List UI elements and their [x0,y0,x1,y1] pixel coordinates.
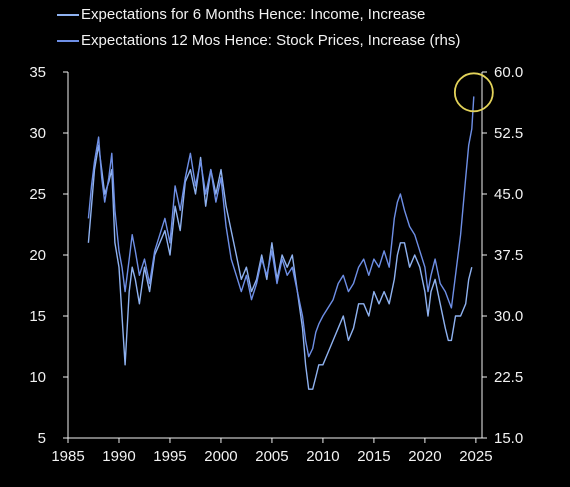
x-tick-label: 2010 [306,448,339,465]
y-left-tick-label: 35 [29,64,46,81]
y-left-tick-label: 20 [29,247,46,264]
legend-swatch-income [57,14,79,16]
y-left-tick-label: 10 [29,369,46,386]
series-line-income [87,144,473,390]
x-tick-label: 2005 [255,448,288,465]
axes: 510152025303515.022.530.037.545.052.560.… [29,64,523,465]
legend: Expectations for 6 Months Hence: Income,… [57,2,460,54]
legend-item-stock-prices: Expectations 12 Mos Hence: Stock Prices,… [57,28,460,54]
y-left-tick-label: 15 [29,308,46,325]
y-right-tick-label: 22.5 [494,369,523,386]
legend-label-income: Expectations for 6 Months Hence: Income,… [81,6,426,23]
y-right-tick-label: 30.0 [494,308,523,325]
x-tick-label: 2025 [459,448,492,465]
y-right-tick-label: 60.0 [494,64,523,81]
x-tick-label: 1990 [102,448,135,465]
series-line-stock-prices [87,96,475,358]
y-left-tick-label: 30 [29,125,46,142]
x-tick-label: 1995 [153,448,186,465]
legend-label-stock-prices: Expectations 12 Mos Hence: Stock Prices,… [81,32,461,49]
series-layer [87,96,475,390]
x-tick-label: 2015 [357,448,390,465]
y-left-tick-label: 25 [29,186,46,203]
y-right-tick-label: 45.0 [494,186,523,203]
x-tick-label: 2020 [408,448,441,465]
y-right-tick-label: 37.5 [494,247,523,264]
highlight-circle [453,72,494,113]
y-right-tick-label: 52.5 [494,125,523,142]
y-left-tick-label: 5 [38,430,46,447]
y-right-tick-label: 15.0 [494,430,523,447]
legend-swatch-stock-prices [57,40,79,42]
x-tick-label: 2000 [204,448,237,465]
x-tick-label: 1985 [51,448,84,465]
legend-item-income: Expectations for 6 Months Hence: Income,… [57,2,460,28]
